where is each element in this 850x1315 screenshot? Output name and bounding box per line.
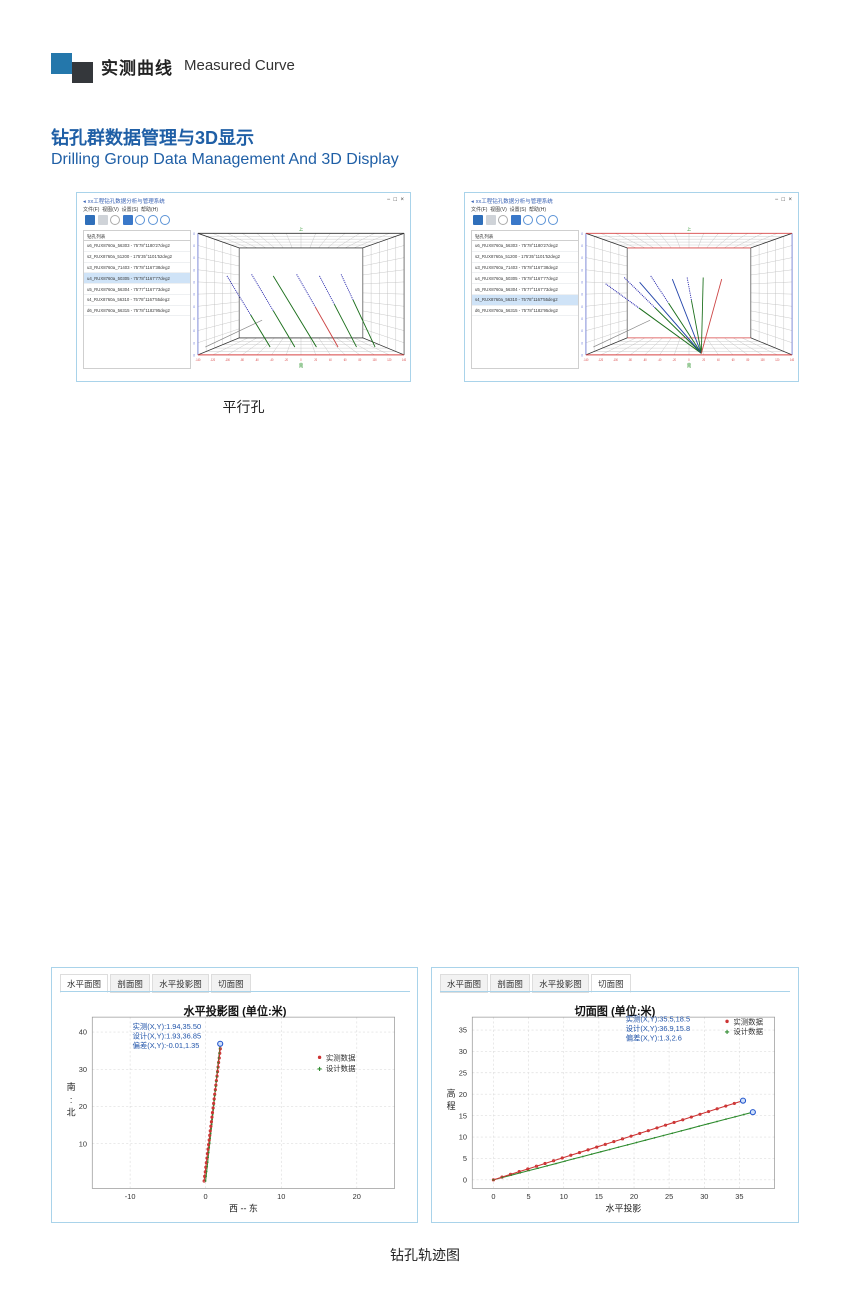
svg-text:上: 上 [299,227,303,233]
svg-text:20.0: 20.0 [581,292,583,296]
svg-text::: : [70,1095,72,1105]
svg-text:0.0: 0.0 [193,353,195,357]
svg-text:水平投影图 (单位:米): 水平投影图 (单位:米) [184,1004,287,1018]
svg-text:12.0: 12.0 [581,317,583,321]
svg-text:28.0: 28.0 [193,268,195,272]
svg-text:8.0: 8.0 [193,329,195,333]
svg-text:10: 10 [560,1192,568,1201]
svg-text:南: 南 [67,1081,76,1092]
svg-text:32.0: 32.0 [581,256,583,260]
svg-text:20: 20 [459,1090,467,1099]
svg-text:80: 80 [747,358,750,362]
svg-text:60: 60 [344,358,347,362]
svg-text:25: 25 [665,1192,673,1201]
svg-text:-120: -120 [210,358,215,362]
svg-text:35: 35 [459,1026,467,1035]
svg-text:100: 100 [761,358,765,362]
svg-text:140: 140 [790,358,794,362]
svg-text:水平投影: 水平投影 [606,1203,642,1214]
svg-text:20: 20 [702,358,705,362]
svg-text:4.0: 4.0 [581,341,583,345]
svg-text:实测数据: 实测数据 [326,1053,356,1062]
svg-text:10: 10 [277,1192,285,1201]
svg-text:28.0: 28.0 [581,268,583,272]
svg-text:36.0: 36.0 [193,244,195,248]
svg-text:偏差(X,Y):-0.01,1.35: 偏差(X,Y):-0.01,1.35 [132,1041,199,1050]
svg-text:设计(X,Y):36.9,15.8: 设计(X,Y):36.9,15.8 [626,1024,691,1033]
svg-text:120: 120 [387,358,391,362]
svg-text:实测(X,Y):1.94,35.50: 实测(X,Y):1.94,35.50 [132,1022,201,1031]
svg-text:-20: -20 [284,358,288,362]
svg-text:20: 20 [630,1192,638,1201]
svg-text:20: 20 [353,1192,361,1201]
svg-text:80: 80 [359,358,362,362]
svg-text:-20: -20 [672,358,676,362]
svg-text:北: 北 [67,1107,76,1117]
svg-text:偏差(X,Y):1.3,2.6: 偏差(X,Y):1.3,2.6 [626,1033,682,1042]
svg-text:5: 5 [463,1154,467,1163]
svg-text:实测数据: 实测数据 [733,1018,763,1027]
svg-text:设计数据: 设计数据 [733,1027,763,1036]
svg-text:30: 30 [700,1192,708,1201]
svg-text:25: 25 [459,1068,467,1077]
svg-text:20.0: 20.0 [193,292,195,296]
svg-text:-100: -100 [613,358,618,362]
svg-text:-60: -60 [255,358,259,362]
svg-text:-40: -40 [658,358,662,362]
svg-text:0.0: 0.0 [581,353,583,357]
svg-text:16.0: 16.0 [193,304,195,308]
svg-text:40.0: 40.0 [581,232,583,236]
svg-text:-10: -10 [125,1192,136,1201]
svg-text:35: 35 [735,1192,743,1201]
svg-text:140: 140 [402,358,406,362]
svg-text:-80: -80 [628,358,632,362]
svg-text:16.0: 16.0 [581,304,583,308]
svg-text:设计(X,Y):1.93,36.85: 设计(X,Y):1.93,36.85 [132,1031,201,1040]
svg-text:30: 30 [79,1065,87,1074]
svg-text:实测(X,Y):35.5,18.5: 实测(X,Y):35.5,18.5 [626,1014,691,1023]
svg-text:0: 0 [204,1192,208,1201]
svg-text:40.0: 40.0 [193,232,195,236]
svg-text:上: 上 [687,227,691,233]
svg-text:-100: -100 [225,358,230,362]
svg-text:100: 100 [373,358,377,362]
svg-text:-120: -120 [598,358,603,362]
svg-text:40: 40 [717,358,720,362]
svg-text:5: 5 [526,1192,530,1201]
svg-text:8.0: 8.0 [581,329,583,333]
svg-text:-140: -140 [195,358,200,362]
svg-text:30: 30 [459,1047,467,1056]
svg-text:-140: -140 [583,358,588,362]
svg-text:设计数据: 设计数据 [326,1064,356,1073]
svg-text:24.0: 24.0 [581,280,583,284]
svg-text:32.0: 32.0 [193,256,195,260]
svg-text:40: 40 [329,358,332,362]
svg-text:-60: -60 [643,358,647,362]
svg-text:-80: -80 [240,358,244,362]
svg-text:10: 10 [79,1139,87,1148]
svg-text:4.0: 4.0 [193,341,195,345]
svg-text:高: 高 [447,1087,456,1098]
svg-text:0: 0 [491,1192,495,1201]
svg-text:120: 120 [775,358,779,362]
svg-text:-40: -40 [270,358,274,362]
svg-text:20: 20 [314,358,317,362]
svg-text:12.0: 12.0 [193,317,195,321]
svg-text:西 -- 东: 西 -- 东 [229,1203,258,1214]
svg-text:程: 程 [447,1101,456,1111]
svg-text:0: 0 [463,1175,467,1184]
svg-text:60: 60 [732,358,735,362]
svg-text:24.0: 24.0 [193,280,195,284]
svg-text:15: 15 [595,1192,603,1201]
svg-text:10: 10 [459,1133,467,1142]
svg-text:40: 40 [79,1028,87,1037]
svg-text:36.0: 36.0 [581,244,583,248]
svg-text:15: 15 [459,1111,467,1120]
svg-text:20: 20 [79,1102,87,1111]
